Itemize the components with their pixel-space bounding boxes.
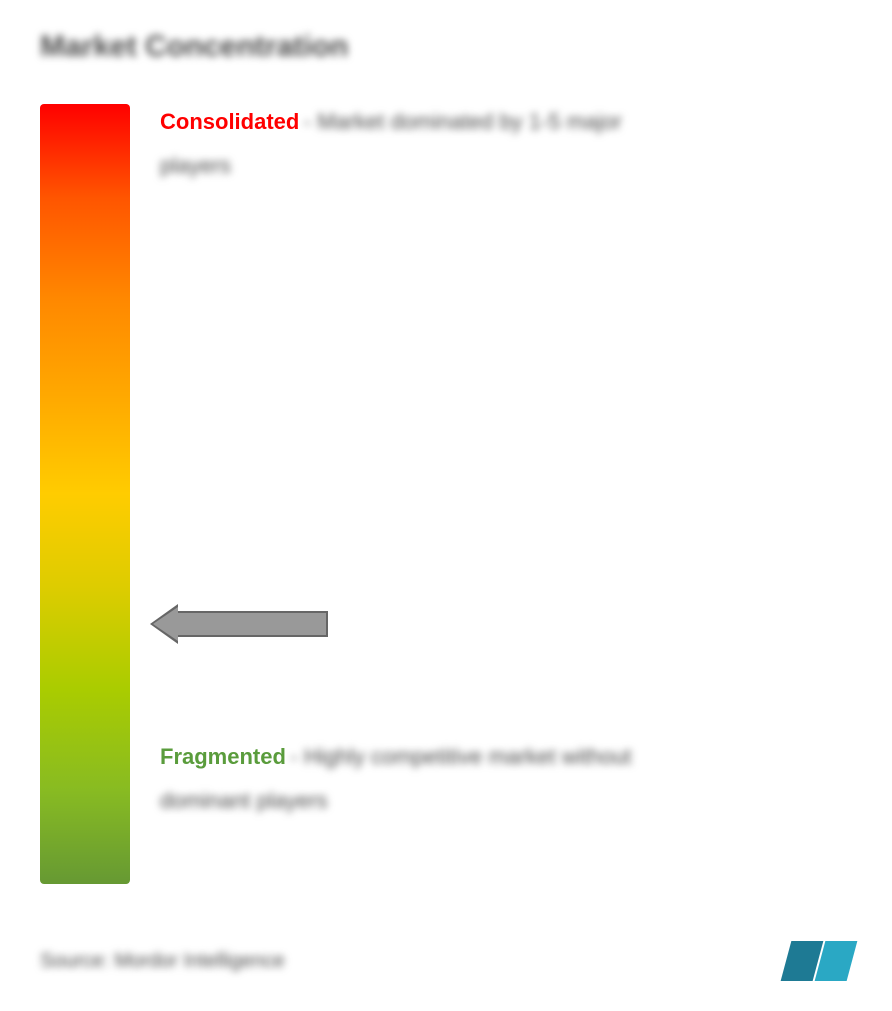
- source-text: Source: Mordor Intelligence: [40, 950, 285, 973]
- fragmented-description-line2: dominant players: [160, 788, 852, 814]
- consolidated-description: - Market dominated by 1-5 major: [304, 109, 622, 134]
- chart-content: Consolidated - Market dominated by 1-5 m…: [40, 104, 852, 904]
- fragmented-label: Fragmented: [160, 744, 286, 769]
- arrow-body: [178, 611, 328, 637]
- footer: Source: Mordor Intelligence: [40, 941, 852, 981]
- labels-container: Consolidated - Market dominated by 1-5 m…: [160, 104, 852, 904]
- fragmented-description: - Highly competitive market without: [290, 744, 631, 769]
- consolidated-description-line2: players: [160, 153, 852, 179]
- arrow-head-inner-icon: [153, 607, 178, 641]
- concentration-gradient-bar: [40, 104, 130, 884]
- chart-title: Market Concentration: [40, 30, 852, 64]
- consolidated-label: Consolidated: [160, 109, 299, 134]
- consolidated-label-block: Consolidated - Market dominated by 1-5 m…: [160, 109, 852, 179]
- indicator-arrow: [150, 604, 328, 644]
- brand-logo: [786, 941, 852, 981]
- fragmented-label-block: Fragmented - Highly competitive market w…: [160, 744, 852, 814]
